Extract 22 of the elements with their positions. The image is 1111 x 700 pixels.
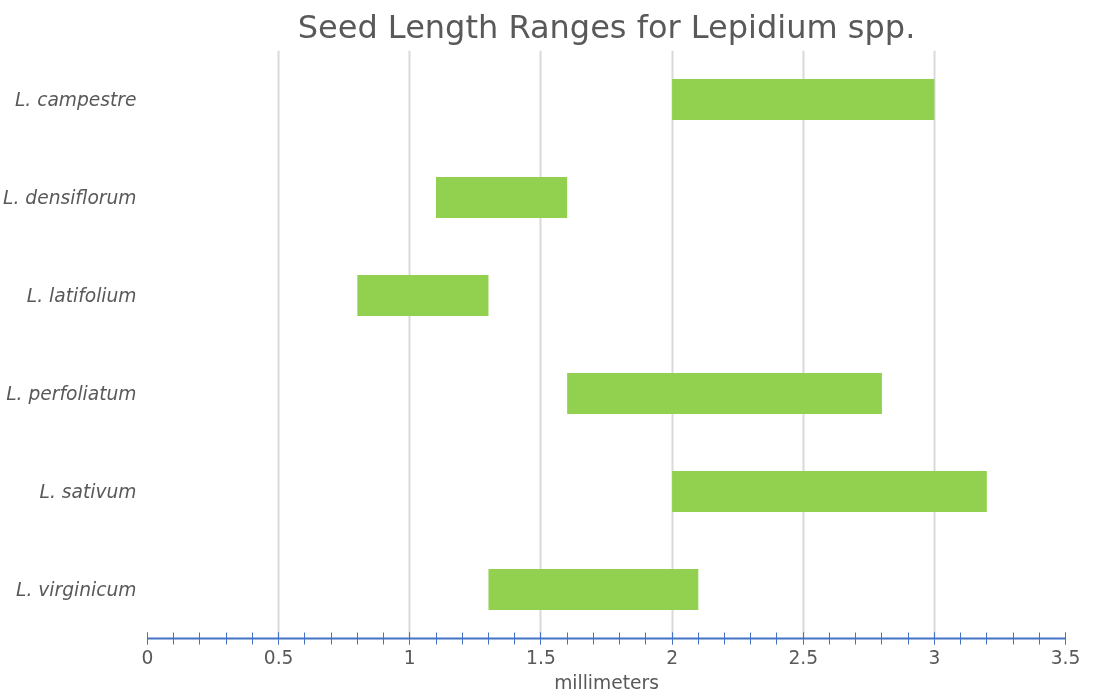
y-tick-label: L. campestre <box>14 89 137 110</box>
y-tick-label: L. latifolium <box>26 285 137 306</box>
bar <box>672 470 987 513</box>
bar <box>567 372 882 415</box>
chart-title: Seed Length Ranges for Lepidium spp. <box>297 7 916 46</box>
x-axis-title: millimeters <box>554 671 659 693</box>
y-tick-label: L. virginicum <box>16 579 137 600</box>
bar <box>672 78 935 121</box>
y-tick-label: L. densiflorum <box>3 187 137 208</box>
x-tick-label: 2.5 <box>788 646 819 668</box>
x-tick-label: 0.5 <box>263 646 294 668</box>
x-tick-label: 1 <box>403 646 416 668</box>
bar <box>357 274 489 317</box>
x-tick-label: 3 <box>928 646 941 668</box>
x-tick-label: 3.5 <box>1050 646 1081 668</box>
y-tick-label: L. sativum <box>39 481 137 502</box>
bar <box>488 568 699 611</box>
x-tick-label: 1.5 <box>526 646 556 668</box>
x-tick-label: 0 <box>141 646 154 668</box>
bar <box>436 176 568 219</box>
x-tick-label: 2 <box>666 646 679 668</box>
y-tick-label: L. perfoliatum <box>6 383 137 404</box>
